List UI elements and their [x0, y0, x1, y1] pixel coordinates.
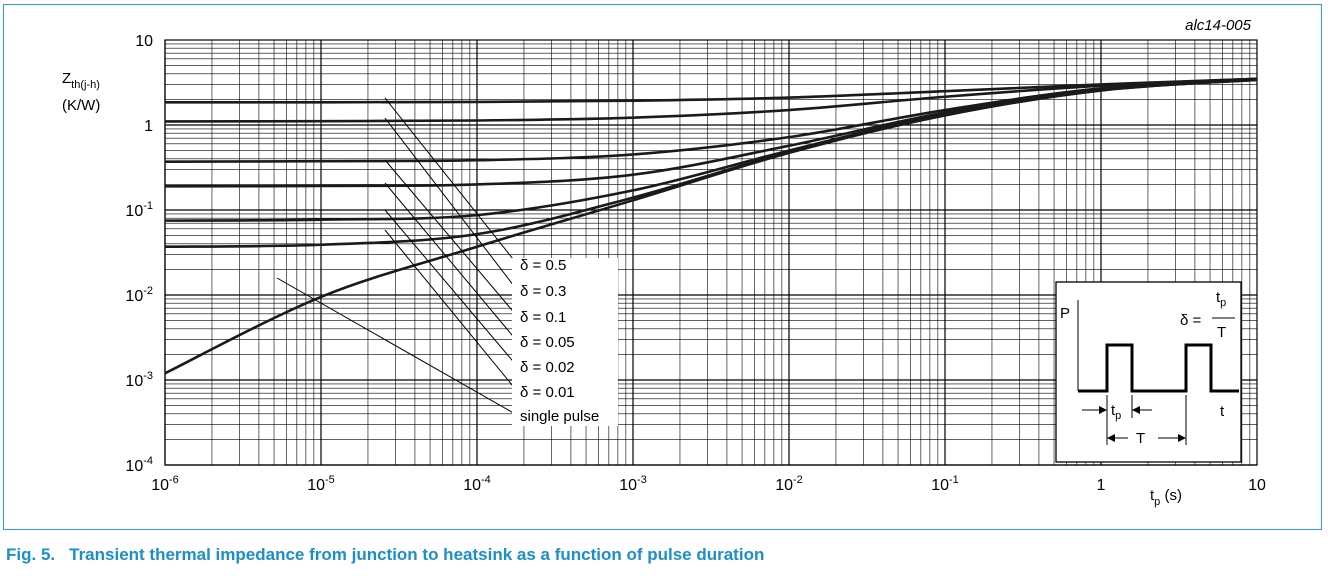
inset-time-label: t	[1220, 403, 1225, 420]
series-line-1	[164, 77, 1258, 123]
y-tick-labels: 10 1 10-1 10-2 10-3 10-4	[125, 33, 153, 475]
inset-delta-denominator: T	[1217, 324, 1226, 341]
y-tick-label: 10-1	[125, 200, 153, 220]
legend-leader-line	[276, 277, 518, 416]
x-tick-labels: 10-6 10-5 10-4 10-3 10-2 10-1 1 10	[151, 474, 1266, 494]
y-tick-label: 10-2	[125, 285, 153, 305]
inset-period-arrowhead-right	[1178, 434, 1186, 442]
caption-text: Transient thermal impedance from junctio…	[69, 545, 765, 564]
figure-code: alc14-005	[1185, 17, 1252, 34]
legend-leader-line	[384, 117, 518, 291]
legend-leader-line	[384, 97, 518, 265]
inset-tp-arrowhead-left	[1099, 406, 1107, 414]
x-tick-label: 10-5	[307, 474, 335, 494]
y-axis-label: Zth(j-h)	[62, 70, 100, 91]
caption-number: Fig. 5.	[6, 545, 56, 564]
series-line-4	[164, 78, 1258, 222]
series-line-6	[164, 78, 1258, 375]
inset-tp-arrowhead-right	[1132, 406, 1140, 414]
figure-caption: Fig. 5. Transient thermal impedance from …	[6, 545, 764, 565]
series-line-0	[164, 77, 1258, 104]
x-axis-label: tp (s)	[1150, 487, 1182, 508]
x-tick-label: 1	[1097, 477, 1106, 494]
legend-entry: δ = 0.02	[520, 359, 575, 376]
inset-pulse-train	[1078, 343, 1239, 393]
inset-delta-numerator: tp	[1216, 289, 1226, 309]
inset-period-arrowhead-left	[1107, 434, 1115, 442]
legend-leader-line	[384, 182, 518, 342]
series-line-5	[164, 78, 1258, 249]
inset-p-label: P	[1060, 305, 1070, 322]
x-tick-label: 10-2	[775, 474, 803, 494]
legend-leader-line	[384, 229, 518, 392]
y-axis-unit: (K/W)	[62, 97, 100, 114]
legend-leader-line	[384, 159, 518, 317]
legend-entry: δ = 0.5	[520, 257, 566, 274]
figure-frame	[3, 4, 1322, 530]
x-tick-label: 10-3	[619, 474, 647, 494]
legend-leader-lines	[276, 97, 518, 416]
x-tick-label: 10-1	[931, 474, 959, 494]
x-tick-label: 10-4	[463, 474, 491, 494]
inset-box	[1055, 281, 1242, 463]
legend-box	[512, 258, 618, 426]
legend-leader-line	[384, 209, 518, 367]
legend-entry: single pulse	[520, 408, 599, 425]
y-tick-label: 10	[135, 33, 153, 50]
plot-border	[164, 39, 1258, 466]
legend-entry: δ = 0.01	[520, 384, 575, 401]
pulse-inset: P δ = tp T t tp T	[1055, 281, 1242, 463]
series-line-2	[164, 77, 1258, 164]
y-tick-label: 10-4	[125, 455, 153, 475]
x-tick-label: 10	[1248, 477, 1266, 494]
legend-entry: δ = 0.05	[520, 334, 575, 351]
y-tick-label: 10-3	[125, 370, 153, 390]
legend-entry: δ = 0.3	[520, 283, 566, 300]
series-lines	[164, 77, 1258, 375]
x-tick-label: 10-6	[151, 474, 179, 494]
legend: δ = 0.5 δ = 0.3 δ = 0.1 δ = 0.05 δ = 0.02 δ =…	[520, 257, 599, 425]
inset-period-label: T	[1136, 430, 1145, 447]
inset-tp-label: tp	[1111, 402, 1121, 422]
inset-delta-label: δ =	[1180, 312, 1202, 329]
legend-entry: δ = 0.1	[520, 309, 566, 326]
y-tick-label: 1	[144, 118, 153, 135]
